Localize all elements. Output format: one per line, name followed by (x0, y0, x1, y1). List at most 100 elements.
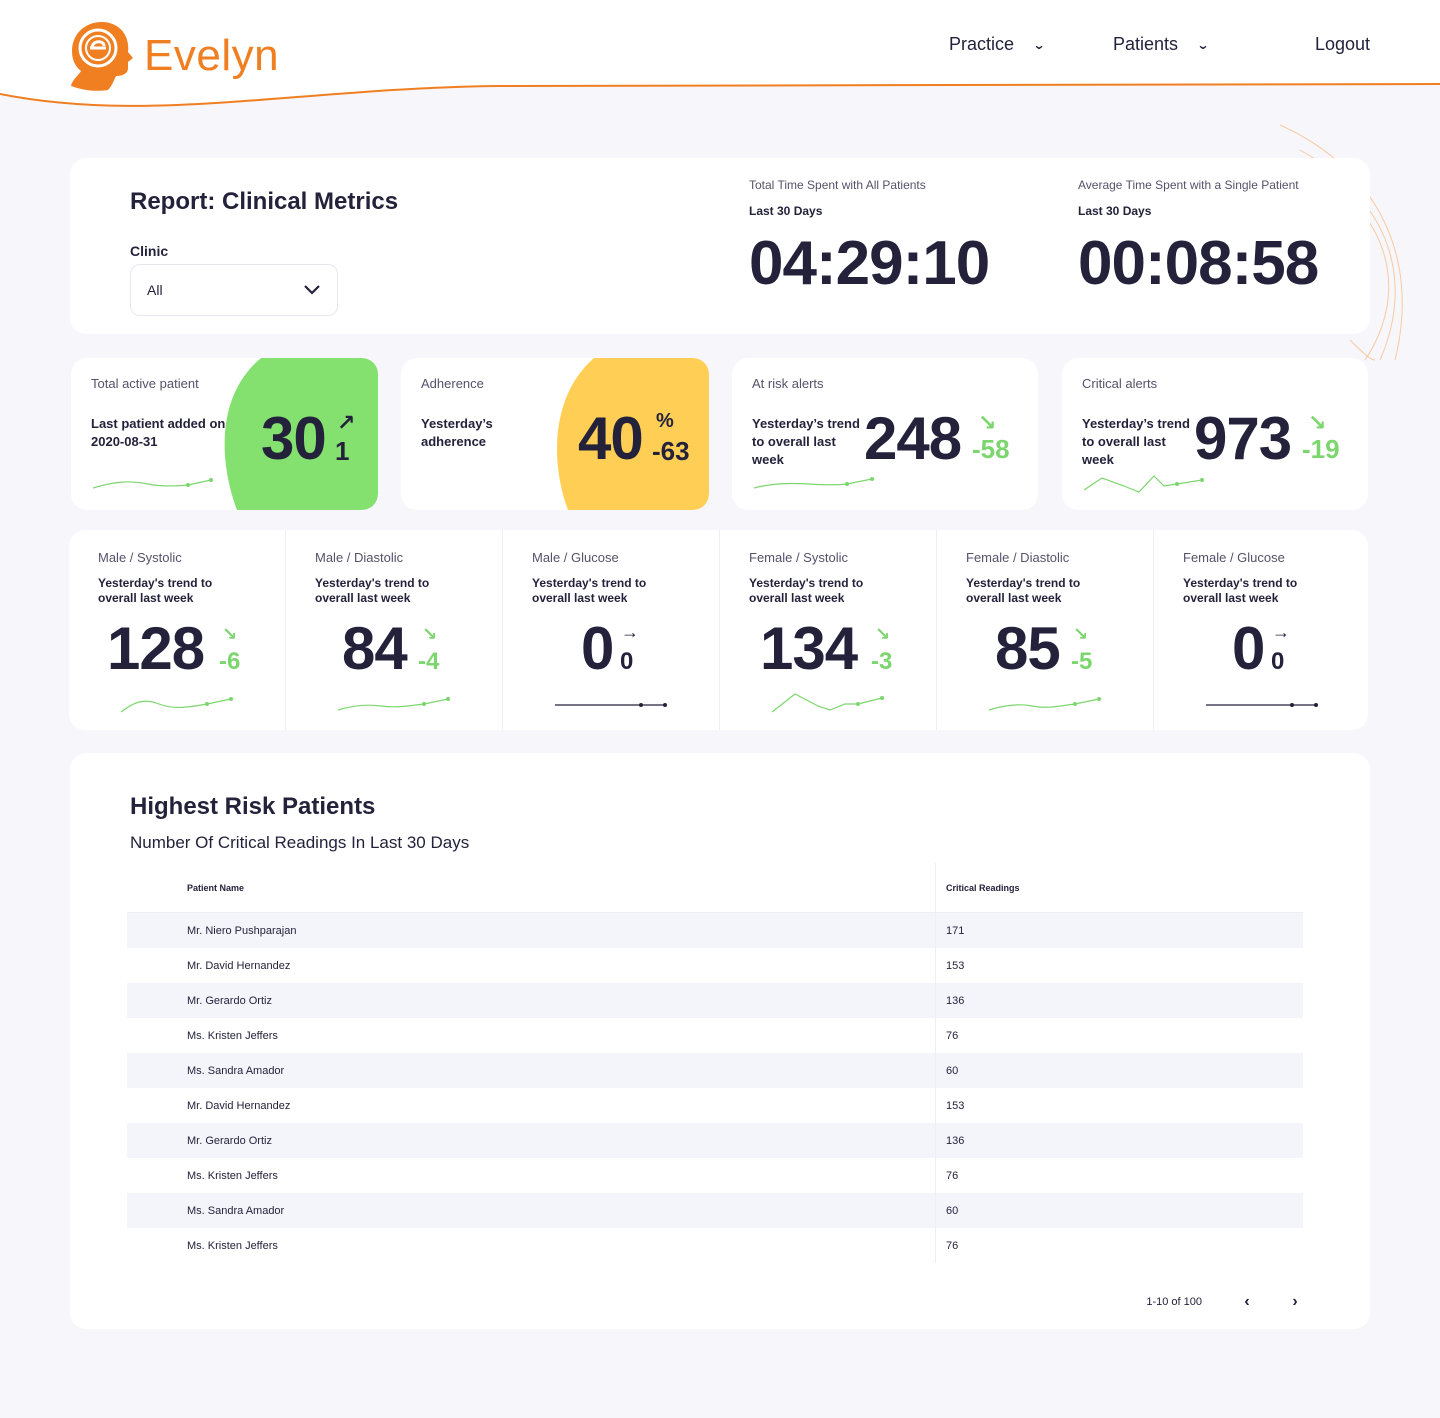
chevron-right-icon[interactable]: › (1292, 1293, 1298, 1310)
vital-delta: -6 (219, 648, 241, 675)
table-row[interactable]: Mr. Gerardo Ortiz 136 (127, 983, 1303, 1018)
vital-value: 85 (995, 615, 1061, 682)
patient-name: Ms. Sandra Amador (127, 1053, 936, 1088)
yellow-blob (556, 358, 709, 510)
kpi-at-risk-alerts[interactable]: At risk alerts Yesterday’s trend to over… (732, 358, 1038, 510)
vital-female-diastolic[interactable]: Female / Diastolic Yesterday's trend to … (937, 530, 1154, 730)
report-card: Report: Clinical Metrics Clinic All Tota… (70, 158, 1370, 334)
sparkline (754, 477, 874, 489)
vital-value: 134 (760, 615, 858, 682)
kpi-value: 248 (864, 405, 962, 472)
sparkline (1084, 475, 1204, 493)
kpi-title: Adherence (421, 376, 484, 391)
sparkline (555, 703, 667, 707)
kpi-delta: -63 (652, 436, 690, 466)
kpi-subtitle: Last patient added on 2020-08-31 (91, 416, 226, 449)
page-title: Report: Clinical Metrics (130, 188, 399, 215)
patient-name: Ms. Kristen Jeffers (127, 1158, 936, 1193)
critical-readings: 153 (946, 959, 965, 972)
critical-readings: 60 (946, 1064, 959, 1077)
kpi-title: Critical alerts (1082, 376, 1158, 391)
table-row[interactable]: Ms. Kristen Jeffers 76 (127, 1158, 1303, 1193)
vital-female-glucose[interactable]: Female / Glucose Yesterday's trend to ov… (1154, 530, 1368, 730)
vital-delta: -5 (1071, 648, 1093, 675)
pagination-info: 1-10 of 100 (1146, 1296, 1202, 1308)
nav-practice[interactable]: Practice ⌄ (949, 34, 1046, 55)
vital-male-diastolic[interactable]: Male / Diastolic Yesterday's trend to ov… (286, 530, 503, 730)
table-row[interactable]: Ms. Sandra Amador 60 (127, 1193, 1303, 1228)
vital-value: 84 (342, 615, 408, 682)
table-row[interactable]: Mr. Niero Pushparajan 171 (127, 913, 1303, 948)
vital-delta: 0 (620, 648, 634, 675)
table-row[interactable]: Ms. Kristen Jeffers 76 (127, 1018, 1303, 1053)
sparkline (120, 697, 233, 713)
critical-readings: 76 (946, 1029, 959, 1042)
logout-link[interactable]: Logout (1315, 34, 1371, 54)
vital-subtitle: Yesterday's trend to overall last week (966, 576, 1081, 605)
kpi-subtitle: Yesterday’s trend to overall last week (752, 416, 860, 467)
vital-delta: 0 (1271, 648, 1285, 675)
kpi-delta: 1 (335, 436, 350, 466)
critical-readings: 136 (946, 1134, 965, 1147)
column-header-name[interactable]: Patient Name (127, 863, 936, 912)
patient-name: Mr. Gerardo Ortiz (127, 1123, 936, 1158)
table-row[interactable]: Ms. Kristen Jeffers 76 (127, 1228, 1303, 1263)
table-header: Patient Name Critical Readings (127, 863, 1303, 913)
arrow-right-icon: → (1272, 622, 1290, 642)
vital-male-glucose[interactable]: Male / Glucose Yesterday's trend to over… (503, 530, 720, 730)
arrow-down-right-icon: ↘ (422, 624, 438, 644)
nav-patients-label: Patients (1113, 34, 1179, 54)
kpi-active-patients[interactable]: Total active patient Last patient added … (71, 358, 378, 510)
vital-value: 128 (107, 615, 205, 682)
clinic-select[interactable]: All (130, 264, 338, 316)
avg-time-period: Last 30 Days (1078, 204, 1152, 218)
kpi-critical-alerts[interactable]: Critical alerts Yesterday’s trend to ove… (1062, 358, 1368, 510)
highest-risk-card: Highest Risk Patients Number Of Critical… (70, 753, 1370, 1329)
table-body: Mr. Niero Pushparajan 171 Mr. David Hernan… (127, 913, 1303, 1263)
table-row[interactable]: Ms. Sandra Amador 60 (127, 1053, 1303, 1088)
chevron-left-icon[interactable]: ‹ (1244, 1293, 1250, 1310)
vital-title: Female / Glucose (1183, 550, 1285, 565)
section-title: Highest Risk Patients (130, 793, 376, 820)
sparkline (93, 478, 213, 489)
vital-value: 0 (1232, 615, 1265, 682)
total-time-value: 04:29:10 (749, 229, 990, 298)
critical-readings: 136 (946, 994, 965, 1007)
vital-subtitle: Yesterday's trend to overall last week (749, 576, 864, 605)
patient-name: Ms. Kristen Jeffers (127, 1018, 936, 1053)
patient-name: Mr. David Hernandez (127, 948, 936, 983)
vital-subtitle: Yesterday's trend to overall last week (98, 576, 213, 605)
critical-readings: 76 (946, 1169, 959, 1182)
green-blob (224, 358, 378, 510)
vital-male-systolic[interactable]: Male / Systolic Yesterday's trend to ove… (69, 530, 286, 730)
kpi-subtitle: Yesterday’s trend to overall last week (1082, 416, 1190, 467)
table-row[interactable]: Mr. Gerardo Ortiz 136 (127, 1123, 1303, 1158)
section-subtitle: Number Of Critical Readings In Last 30 D… (130, 833, 470, 852)
vitals-card: Male / Systolic Yesterday's trend to ove… (69, 530, 1368, 730)
kpi-adherence[interactable]: Adherence Yesterday’s adherence 40 % -63 (401, 358, 709, 510)
kpi-value: 40 (578, 405, 644, 472)
vital-title: Female / Systolic (749, 550, 848, 565)
vital-title: Male / Diastolic (315, 550, 404, 565)
critical-readings: 60 (946, 1204, 959, 1217)
head-logo-icon (71, 22, 133, 91)
table-row[interactable]: Mr. David Hernandez 153 (127, 948, 1303, 983)
arrow-down-right-icon: ↘ (1073, 624, 1089, 644)
patient-name: Mr. Niero Pushparajan (127, 913, 936, 948)
evelyn-logo[interactable]: Evelyn (68, 16, 288, 96)
arrow-up-right-icon: ↗ (337, 410, 356, 435)
vital-value: 0 (581, 615, 614, 682)
sparkline (1206, 703, 1318, 707)
vital-subtitle: Yesterday's trend to overall last week (1183, 576, 1298, 605)
critical-readings: 171 (946, 924, 965, 937)
vital-delta: -4 (418, 648, 440, 675)
nav-patients[interactable]: Patients ⌄ (1113, 34, 1210, 55)
patient-name: Mr. Gerardo Ortiz (127, 983, 936, 1018)
column-header-readings[interactable]: Critical Readings (946, 882, 1020, 893)
patient-name: Mr. David Hernandez (127, 1088, 936, 1123)
kpi-title: At risk alerts (752, 376, 824, 391)
vital-female-systolic[interactable]: Female / Systolic Yesterday's trend to o… (720, 530, 937, 730)
vital-subtitle: Yesterday's trend to overall last week (532, 576, 647, 605)
arrow-down-right-icon: ↘ (875, 624, 891, 644)
table-row[interactable]: Mr. David Hernandez 153 (127, 1088, 1303, 1123)
